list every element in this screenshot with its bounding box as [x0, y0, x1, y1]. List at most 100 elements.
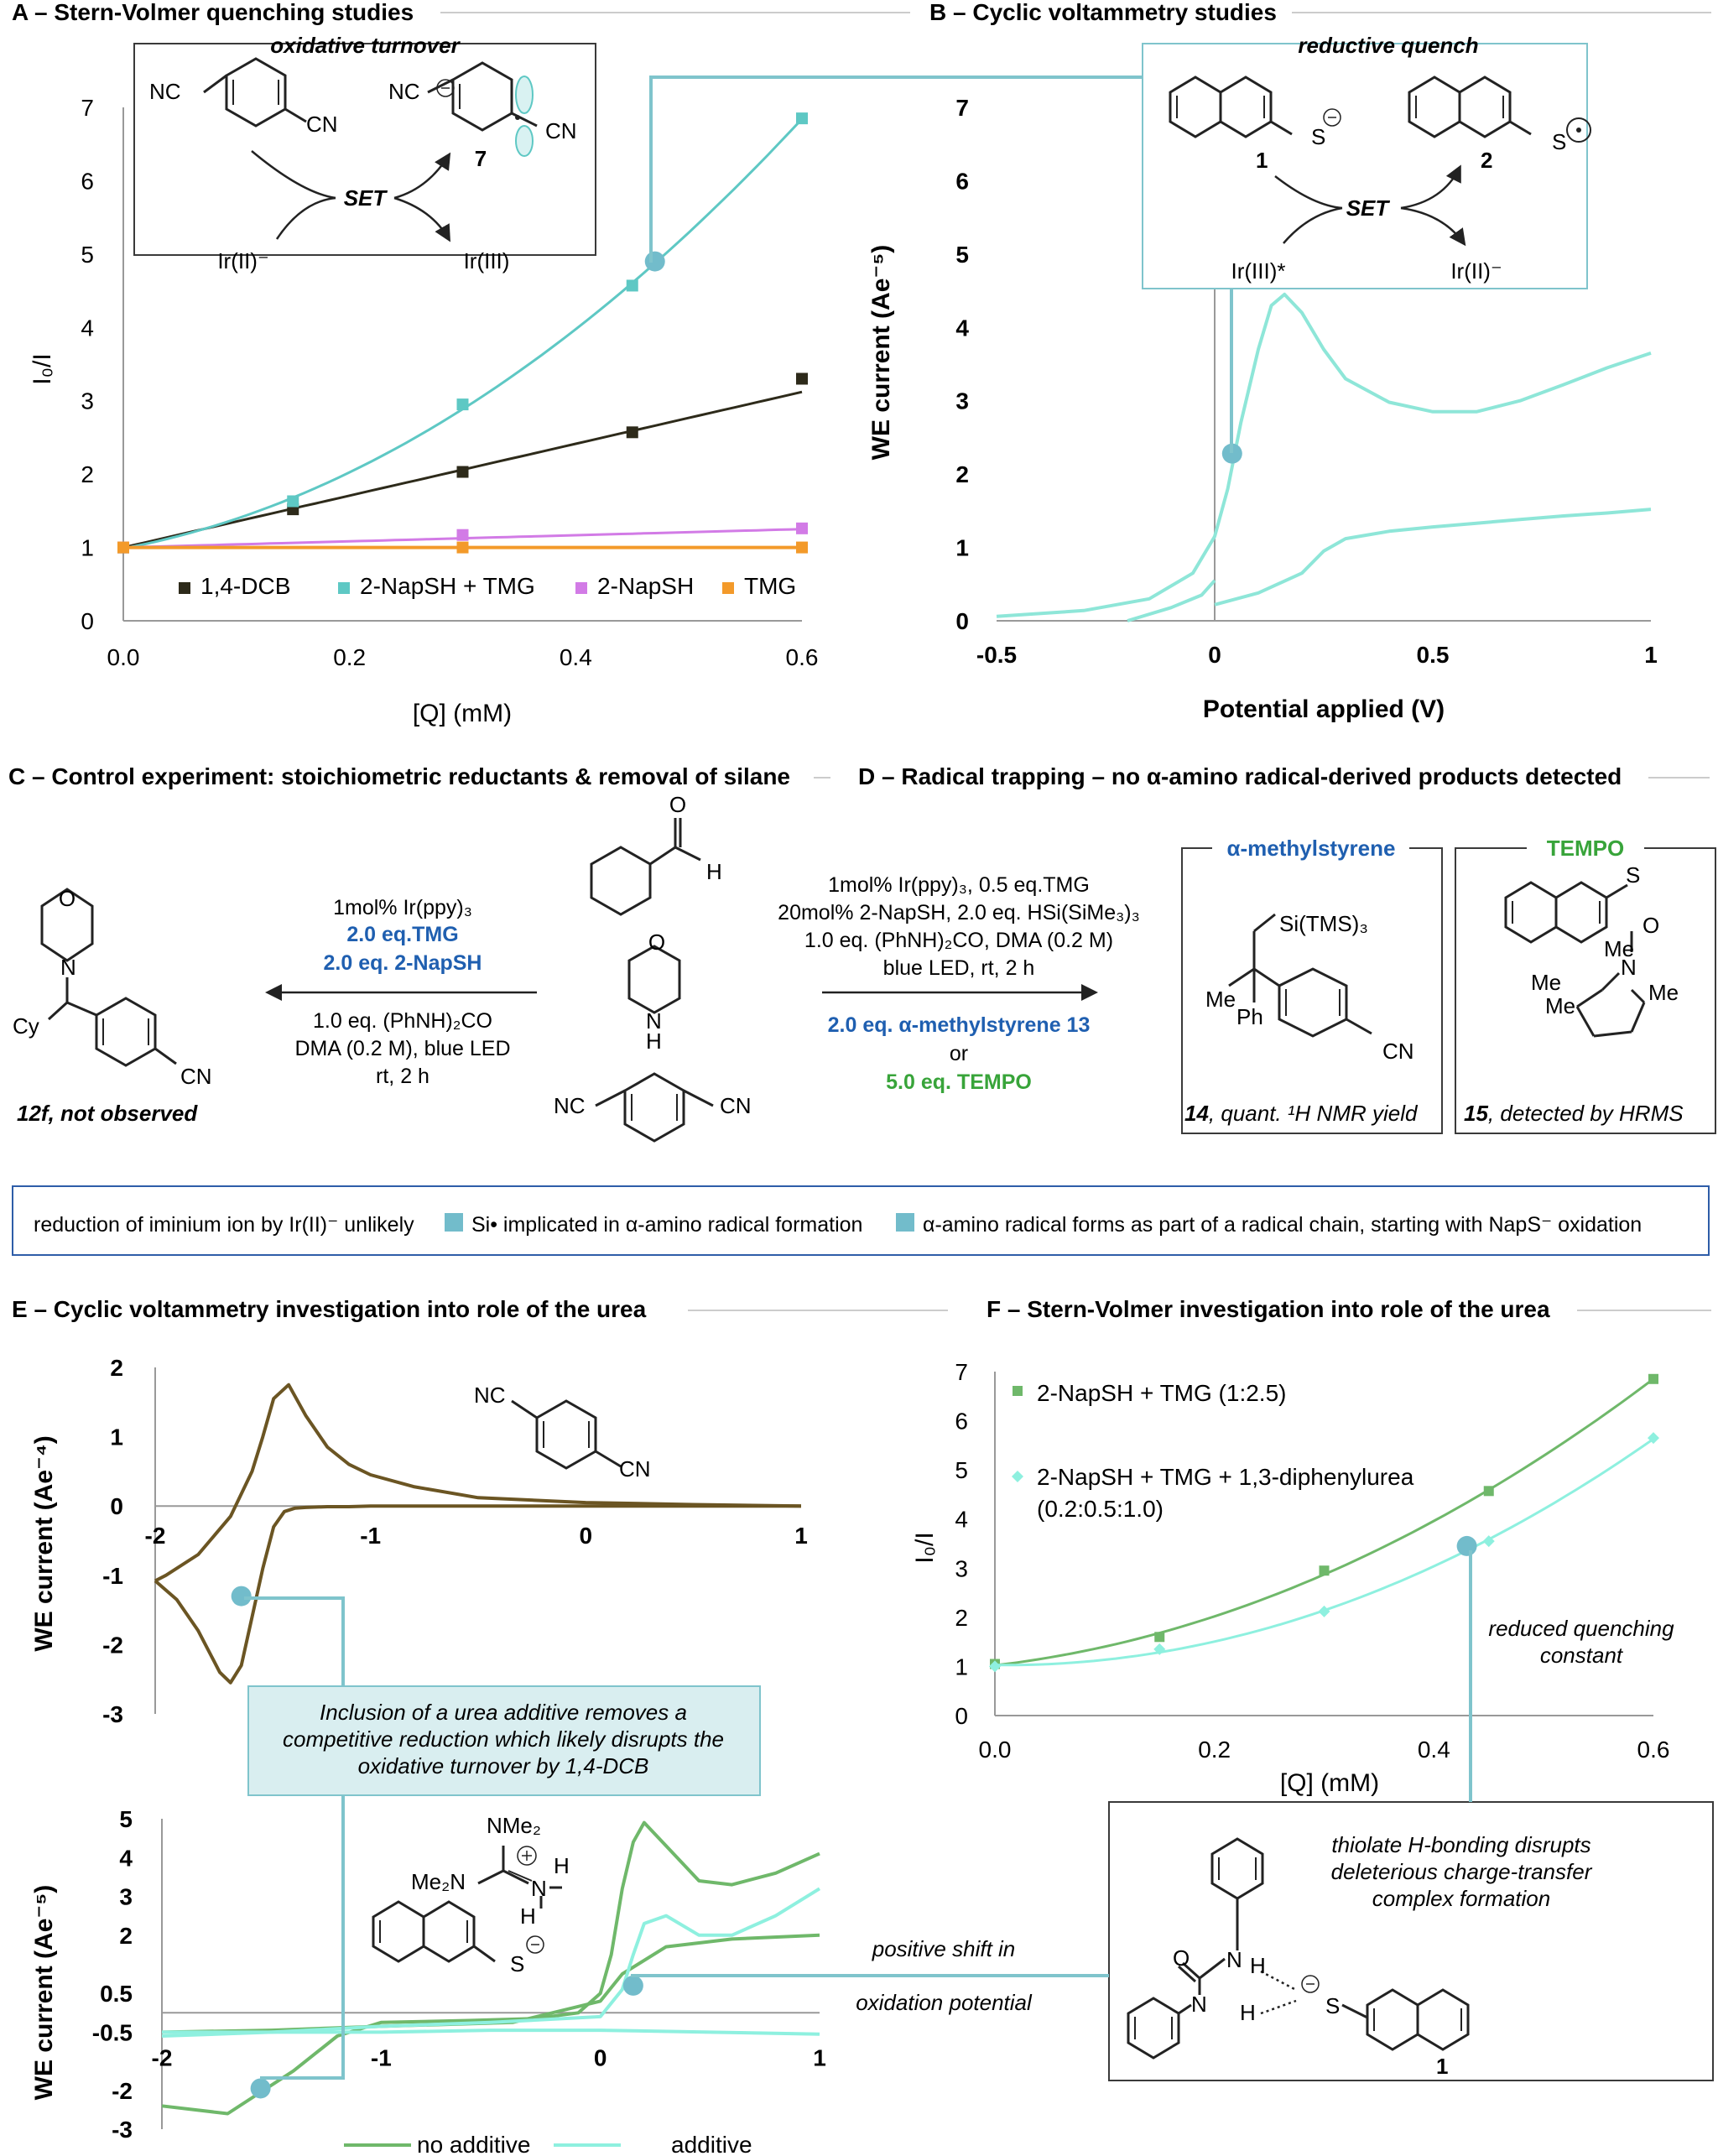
- e1-dcb-structure: [511, 1399, 622, 1470]
- chart-a-legend-swatch: [722, 582, 734, 594]
- chart-e2-series-no-additive-return: [161, 1933, 820, 2034]
- scheme-b-title: reductive quench: [1298, 33, 1478, 58]
- chart-e2-xtick-label: 1: [813, 2044, 826, 2070]
- chart-e2: 5 4 3 2 0.5 -0.5 -2 -3 -2 -1 0 1 WE current (Ae⁻⁵) no…: [30, 1806, 826, 2156]
- chart-b-ytick-label: 0: [955, 608, 969, 634]
- cond-d-3: 1.0 eq. (PhNH)₂CO, DMA (0.2 M): [804, 929, 1113, 952]
- chart-b-xlabel: Potential applied (V): [1203, 695, 1445, 723]
- e2-shift-2: oxidation potential: [856, 1990, 1033, 2015]
- chart-a-point: [796, 112, 808, 125]
- product-12f-n: N: [60, 955, 76, 980]
- aldehyde-h: H: [706, 859, 722, 884]
- chart-e2-series-additive: [161, 1887, 821, 2038]
- chart-a-point: [796, 541, 808, 554]
- f-urea-num: 1: [1436, 2054, 1448, 2079]
- box2-o: O: [1643, 913, 1659, 938]
- chart-e1-xtick-label: -2: [145, 1523, 166, 1549]
- f-urea-n2: N: [1191, 1992, 1207, 2017]
- scheme-a-product: [427, 61, 538, 157]
- box-tempo: [1455, 847, 1716, 1134]
- chart-f-point: [1482, 1535, 1495, 1548]
- box2-me2: Me: [1531, 970, 1561, 995]
- f-box-line-3: complex formation: [1372, 1886, 1550, 1911]
- chart-f-xtick-label: 0.0: [979, 1737, 1012, 1763]
- chart-a-ytick-label: 1: [81, 535, 94, 561]
- scheme-a-product-nc: NC: [388, 79, 420, 104]
- chart-a-point: [626, 279, 638, 292]
- e2-tmg-structure: [477, 1846, 562, 1909]
- chart-b-ytick-label: 7: [955, 95, 969, 121]
- chart-e2-xtick-label: -2: [152, 2044, 173, 2070]
- chart-f-point: [1648, 1432, 1659, 1445]
- chart-e1-ytick-label: 0: [110, 1493, 123, 1519]
- chart-a-ytick-label: 0: [81, 608, 94, 634]
- chart-a-point: [796, 372, 808, 385]
- scheme-b-compound-1: 1: [1256, 148, 1268, 173]
- product-12f-label: 12f, not observed: [17, 1101, 198, 1126]
- chart-a-legend-label: TMG: [744, 573, 796, 599]
- chart-f-ylabel: I₀/I: [911, 1532, 939, 1563]
- chart-a-legend-label: 1,4-DCB: [200, 573, 290, 599]
- f-box-line-2: deleterious charge-transfer: [1331, 1859, 1593, 1884]
- chart-b-ytick-label: 5: [955, 242, 969, 268]
- chart-e1-ytick-label: -2: [102, 1632, 123, 1658]
- scheme-b-arrow-in2: [1283, 206, 1343, 244]
- chart-a-xtick-label: 0.6: [786, 644, 819, 670]
- box1-cn: CN: [1382, 1039, 1414, 1064]
- chart-a-point: [456, 541, 469, 554]
- chart-a-point: [456, 398, 469, 411]
- connector-e1-callout: [244, 1596, 345, 1686]
- chart-b-ytick-label: 2: [955, 461, 969, 487]
- chart-e1-xtick-label: -1: [360, 1523, 381, 1549]
- chart-e2-series-additive-return: [162, 2028, 820, 2036]
- chart-f-xtick-label: 0.6: [1637, 1737, 1670, 1763]
- chart-a-legend-label: 2-NapSH + TMG: [360, 573, 535, 599]
- chart-e2-ytick-label: 3: [119, 1884, 133, 1910]
- cond-c-2: 2.0 eq.TMG: [346, 923, 458, 946]
- chart-b-series-return: [1214, 508, 1652, 607]
- chart-e2-ylabel: WE current (Ae⁻⁵): [30, 1885, 58, 2101]
- cond-c-4: 1.0 eq. (PhNH)₂CO: [313, 1009, 492, 1033]
- chart-e2-highlight-marker: [622, 1975, 643, 1996]
- chart-b-ytick-label: 6: [955, 168, 969, 194]
- scheme-b-naphthalene-1: [1169, 76, 1341, 138]
- scheme-a-nc: NC: [149, 79, 181, 104]
- scheme-a-cn: CN: [306, 112, 338, 137]
- chart-a: 0 1 2 3 4 5 6 7 0.0 0.2 0.4 0.6 [Q] (mM) I₀/I 1,4-DCB 2…: [29, 95, 818, 727]
- scheme-a-set: SET: [344, 185, 388, 211]
- chart-a-xlabel: [Q] (mM): [413, 700, 512, 727]
- chart-f-xlabel: [Q] (mM): [1280, 1769, 1379, 1797]
- chart-b-series-forward: [996, 292, 1652, 618]
- chart-a-legend-swatch: [179, 582, 190, 594]
- chart-e2-ytick-label: -3: [112, 2117, 133, 2143]
- chart-e1-ytick-label: -3: [102, 1701, 123, 1727]
- cond-d-1: 1mol% Ir(ppy)₃, 0.5 eq.TMG: [828, 873, 1090, 897]
- chart-a-point: [117, 541, 129, 554]
- chart-e1-ylabel: WE current (Ae⁻⁴): [30, 1435, 58, 1651]
- e1-nc: NC: [474, 1383, 506, 1408]
- connector-a-b: [649, 76, 1143, 263]
- f-note-1: reduced quenching: [1488, 1616, 1674, 1641]
- chart-f-legend-swatch: [1012, 1471, 1023, 1482]
- terephthalonitrile-cn: CN: [720, 1093, 752, 1118]
- morpholine-h: H: [646, 1029, 662, 1054]
- chart-e2-ytick-label: 2: [119, 1923, 133, 1949]
- e1-cn: CN: [619, 1456, 651, 1482]
- box2-me4: Me: [1648, 980, 1679, 1005]
- scheme-a-ir-end: Ir(III): [464, 248, 510, 273]
- e-callout-line-2: competitive reduction which likely disru…: [283, 1726, 724, 1752]
- chart-e2-ytick-label: -0.5: [92, 2019, 133, 2045]
- summary-bullet-1: [445, 1213, 463, 1232]
- scheme-a-ir-start: Ir(II)⁻: [217, 248, 268, 273]
- e-callout-box: [247, 1685, 761, 1796]
- chart-a-point: [287, 495, 299, 508]
- chart-b-ytick-label: 1: [955, 535, 969, 561]
- chart-f-point: [1153, 1643, 1166, 1655]
- chart-a-point: [626, 426, 638, 439]
- scheme-a-arrow-out: [393, 152, 451, 200]
- scheme-b-box: [1142, 43, 1588, 289]
- chart-e1-ytick-label: 2: [110, 1355, 123, 1381]
- aldehyde-o: O: [669, 792, 686, 817]
- chart-e2-series-no-additive: [161, 1820, 820, 2116]
- e2-h1: H: [554, 1853, 570, 1878]
